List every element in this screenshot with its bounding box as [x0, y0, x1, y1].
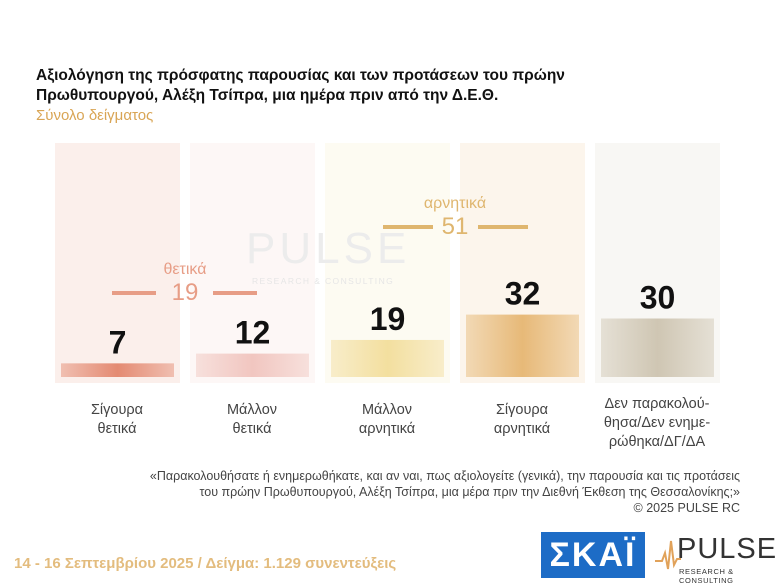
value-label-3: 19 — [370, 301, 406, 337]
group-positive-value: 19 — [171, 279, 199, 306]
pulse-wave-icon — [655, 540, 681, 570]
chart-subtitle: Σύνολο δείγματος — [36, 107, 154, 124]
category-label-2: Μάλλον θετικά — [226, 402, 278, 437]
group-negative-label: αρνητικά — [423, 195, 487, 212]
bar-4 — [466, 314, 579, 377]
question-footnote: «Παρακολουθήσατε ή ενημερωθήκατε, και αν… — [50, 468, 740, 516]
category-label-5: Δεν παρακολού-θησα/Δεν ενημε-ρώθηκα/ΔΓ/Δ… — [603, 396, 711, 450]
category-label-4: Σίγουρα αρνητικά — [493, 402, 551, 437]
bar-3 — [331, 339, 444, 377]
bar-1 — [61, 363, 174, 377]
chart-title: Αξιολόγηση της πρόσφατης παρουσίας και τ… — [36, 66, 656, 106]
pulse-logo-word: PULSE — [677, 533, 778, 565]
watermark-tagline: RESEARCH & CONSULTING — [252, 276, 395, 286]
bar-2 — [196, 353, 309, 377]
fieldwork-info: 14 - 16 Σεπτεμβρίου 2025 / Δείγμα: 1.129… — [14, 555, 397, 572]
group-positive-line-left — [112, 291, 156, 295]
column-background-2 — [190, 143, 315, 383]
column-background-1 — [55, 143, 180, 383]
value-label-4: 32 — [505, 276, 541, 312]
value-label-1: 7 — [109, 324, 127, 360]
pulse-logo: PULSE RESEARCH & CONSULTING — [655, 533, 776, 585]
group-negative-value: 51 — [441, 213, 469, 240]
pulse-logo-tagline: RESEARCH & CONSULTING — [679, 567, 734, 585]
group-positive-label: θετικά — [163, 261, 207, 278]
value-label-5: 30 — [640, 280, 676, 316]
group-negative-line-right — [478, 225, 528, 229]
category-label-1: Σίγουρα θετικά — [90, 402, 144, 437]
value-label-2: 12 — [235, 315, 271, 351]
footnote-line-2: του πρώην Πρωθυπουργού, Αλέξη Τσίπρα, μι… — [199, 485, 740, 499]
group-negative-line-left — [383, 225, 433, 229]
skai-logo: ΣΚΑΪ — [541, 532, 645, 578]
group-positive-line-right — [213, 291, 257, 295]
title-line-1: Αξιολόγηση της πρόσφατης παρουσίας και τ… — [36, 67, 565, 84]
copyright: © 2025 PULSE RC — [633, 501, 740, 515]
watermark-logo: PULSE — [246, 224, 411, 273]
bar-5 — [601, 318, 714, 377]
footnote-line-1: «Παρακολουθήσατε ή ενημερωθήκατε, και αν… — [149, 469, 740, 483]
title-line-2: Πρωθυπουργού, Αλέξη Τσίπρα, μια ημέρα πρ… — [36, 87, 499, 104]
category-label-3: Μάλλον αρνητικά — [358, 402, 416, 437]
